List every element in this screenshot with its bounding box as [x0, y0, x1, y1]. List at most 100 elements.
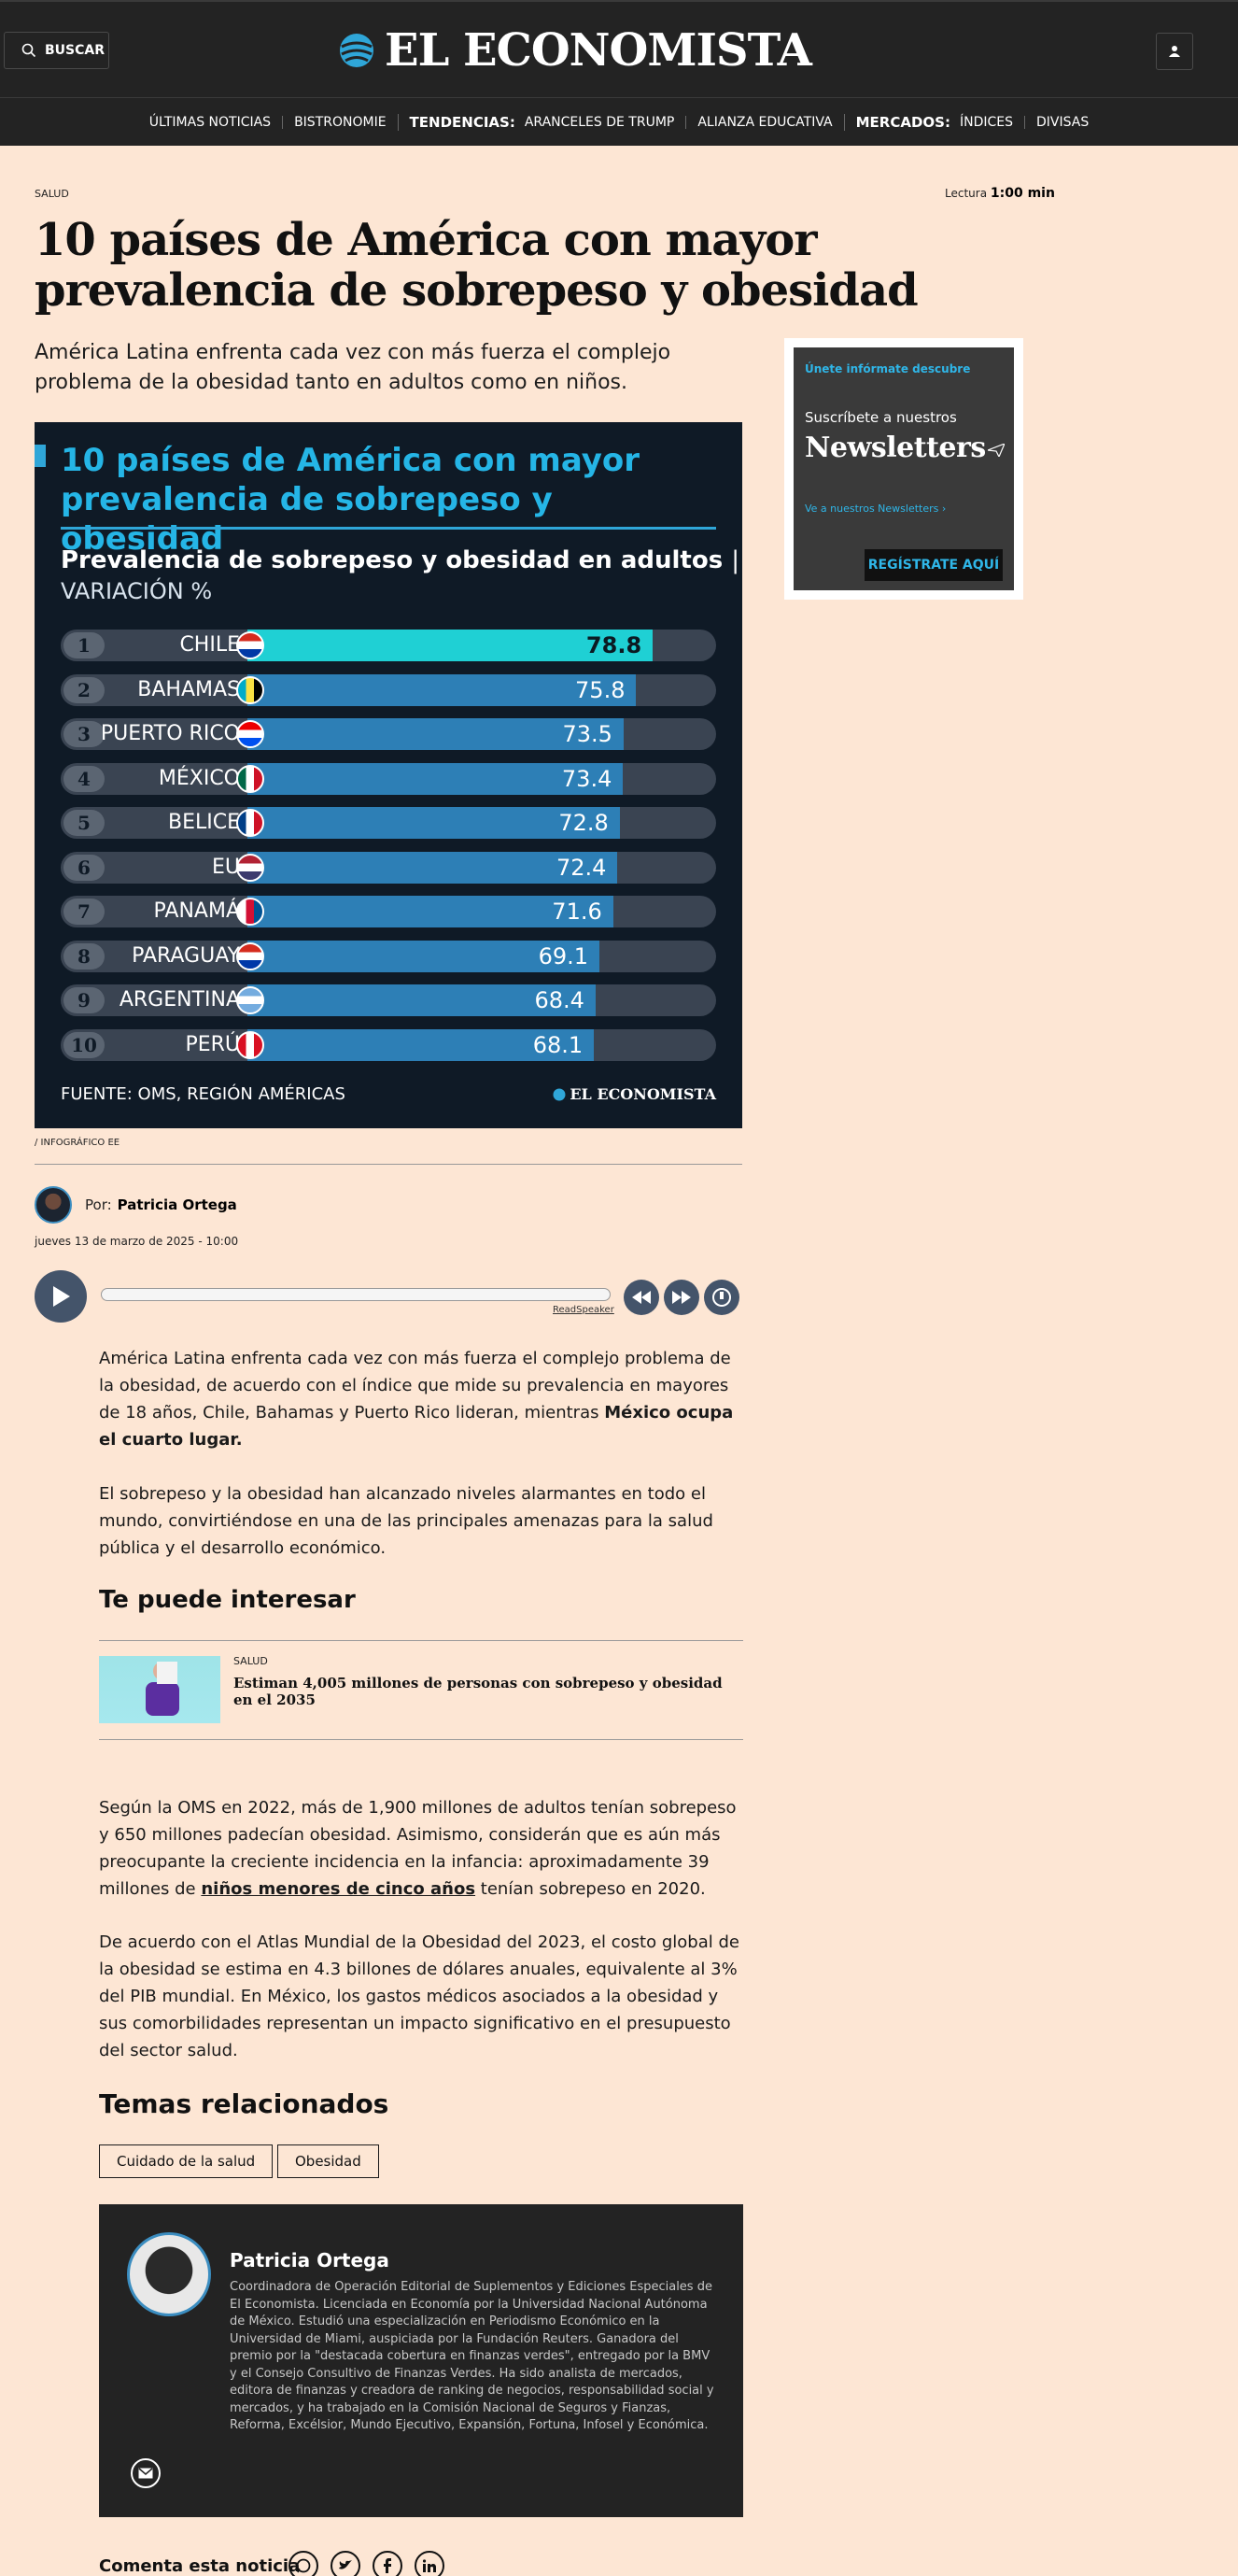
rank-label: 6 — [63, 854, 105, 881]
whatsapp-icon — [296, 2558, 311, 2573]
share-facebook-button[interactable] — [373, 2551, 402, 2576]
user-account-button[interactable] — [1156, 33, 1193, 70]
rank-label: 9 — [63, 987, 105, 1013]
facebook-icon — [384, 2558, 391, 2573]
related-article-title[interactable]: Estiman 4,005 millones de personas con s… — [233, 1675, 723, 1708]
paragraph-3-end: tenían sobrepeso en 2020. — [475, 1879, 706, 1899]
bar — [247, 673, 637, 706]
search-icon — [21, 43, 36, 58]
bar — [247, 984, 596, 1016]
newsletter-ad[interactable]: Únete infórmate descubre Suscríbete a nu… — [784, 338, 1023, 600]
share-twitter-button[interactable] — [331, 2551, 360, 2576]
top-header: BUSCAR EL ECONOMISTA — [0, 0, 1238, 97]
rank-label: 7 — [63, 899, 105, 925]
site-logo[interactable]: EL ECONOMISTA — [338, 26, 812, 75]
infographic-subtitle-text: Prevalencia de sobrepeso y obesidad en a… — [61, 546, 724, 574]
author-box-name[interactable]: Patricia Ortega — [230, 2249, 389, 2272]
nav-alianza[interactable]: ALIANZA EDUCATIVA — [685, 115, 843, 129]
category-label: ARGENTINA — [119, 988, 240, 1012]
value-label: 69.1 — [538, 942, 589, 970]
twitter-icon — [339, 2560, 352, 2569]
publish-date: jueves 13 de marzo de 2025 - 10:00 — [35, 1235, 239, 1248]
rewind-button[interactable] — [624, 1280, 659, 1315]
tag-obesidad[interactable]: Obesidad — [277, 2144, 379, 2178]
author-avatar[interactable] — [35, 1186, 72, 1224]
flag-chile-icon — [236, 631, 264, 659]
ad-line2-text: Newsletters — [805, 432, 986, 464]
divider — [99, 1739, 743, 1740]
nav-aranceles[interactable]: ARANCELES DE TRUMP — [524, 114, 675, 130]
related-article-section[interactable]: SALUD — [233, 1655, 268, 1667]
flag-panama-icon — [236, 898, 264, 926]
author-email-button[interactable] — [131, 2458, 161, 2488]
interest-heading: Te puede interesar — [99, 1586, 356, 1614]
flag-bahamas-icon — [236, 675, 264, 704]
readspeaker-link[interactable]: ReadSpeaker — [553, 1305, 614, 1315]
infographic: 10 países de América con mayor prevalenc… — [35, 422, 742, 1128]
related-article-image[interactable] — [99, 1656, 220, 1723]
forward-button[interactable] — [664, 1280, 699, 1315]
tag-cuidado-salud[interactable]: Cuidado de la salud — [99, 2144, 274, 2178]
paper-plane-icon — [987, 442, 1006, 459]
bar-row: 1 CHILE 78.8 — [61, 630, 716, 661]
infographic-unit: VARIACIÓN % — [61, 578, 213, 604]
nav-mercados-label: MERCADOS: — [855, 113, 950, 131]
share-whatsapp-button[interactable] — [288, 2551, 318, 2576]
category-label: MÉXICO — [158, 766, 240, 790]
audio-progress-bar[interactable] — [101, 1288, 611, 1301]
flag-eu-icon — [236, 853, 264, 882]
category-label: PERÚ — [185, 1032, 240, 1056]
rank-label: 8 — [63, 942, 105, 970]
value-label: 71.6 — [552, 899, 602, 925]
infographic-subtitle: Prevalencia de sobrepeso y obesidad en a… — [61, 545, 739, 575]
search-button[interactable]: BUSCAR — [4, 32, 109, 69]
nav-tendencias-label: TENDENCIAS: — [409, 113, 515, 131]
search-label: BUSCAR — [45, 43, 106, 58]
author-photo[interactable] — [127, 2232, 211, 2316]
author-bio: Coordinadora de Operación Editorial de S… — [230, 2280, 714, 2432]
logo-globe-icon — [553, 1088, 566, 1100]
chevron-right-icon: › — [941, 502, 947, 515]
bar — [247, 851, 618, 884]
value-label: 73.4 — [561, 765, 612, 792]
ad-link[interactable]: Ve a nuestros Newsletters › — [805, 502, 946, 515]
byline-label: Por: — [85, 1196, 112, 1213]
ninos-link[interactable]: niños menores de cinco años — [201, 1879, 476, 1899]
read-time-value: 1:00 min — [990, 186, 1055, 201]
category-label: BELICE — [168, 811, 240, 834]
nav-tendencias-group: TENDENCIAS: ARANCELES DE TRUMP ALIANZA E… — [397, 113, 844, 131]
value-label: 75.8 — [575, 676, 626, 703]
author-box: Patricia Ortega Coordinadora de Operació… — [99, 2204, 743, 2517]
bar-row: 8 PARAGUAY 69.1 — [61, 940, 716, 972]
author-link[interactable]: Patricia Ortega — [117, 1196, 237, 1213]
rank-label: 3 — [63, 721, 105, 747]
settings-icon — [712, 1288, 731, 1307]
bar — [247, 940, 600, 972]
rank-label: 4 — [63, 765, 105, 792]
section-tag[interactable]: SALUD — [35, 188, 69, 200]
byline: Por: Patricia Ortega — [85, 1196, 237, 1213]
user-icon — [1169, 46, 1180, 57]
ad-register-button[interactable]: REGÍSTRATE AQUÍ — [865, 549, 1003, 581]
category-label: EU — [211, 855, 240, 879]
infographic-logo: EL ECONOMISTA — [553, 1085, 716, 1103]
nav-bistronomie[interactable]: BISTRONOMIE — [282, 115, 397, 129]
rank-label: 1 — [63, 632, 105, 658]
paragraph-4: De acuerdo con el Atlas Mundial de la Ob… — [99, 1932, 739, 2060]
bar — [247, 718, 624, 750]
mail-icon — [138, 2468, 153, 2479]
paragraph-1: América Latina enfrenta cada vez con más… — [99, 1345, 743, 1453]
ad-link-text: Ve a nuestros Newsletters — [805, 502, 939, 515]
comment-label: Comenta esta noticia — [99, 2556, 301, 2576]
bar-row: 5 BELICE 72.8 — [61, 807, 716, 839]
linkedin-icon — [423, 2559, 436, 2572]
flag-peru-icon — [236, 1030, 264, 1059]
settings-button[interactable] — [704, 1280, 739, 1315]
nav-indices[interactable]: ÍNDICES — [959, 114, 1014, 130]
play-icon — [53, 1286, 70, 1307]
category-label: PANAMÁ — [153, 899, 240, 923]
nav-divisas[interactable]: DIVISAS — [1024, 115, 1100, 129]
nav-ultimas-noticias[interactable]: ÚLTIMAS NOTICIAS — [148, 114, 272, 130]
audio-play-button[interactable] — [35, 1270, 87, 1323]
share-linkedin-button[interactable] — [415, 2551, 444, 2576]
